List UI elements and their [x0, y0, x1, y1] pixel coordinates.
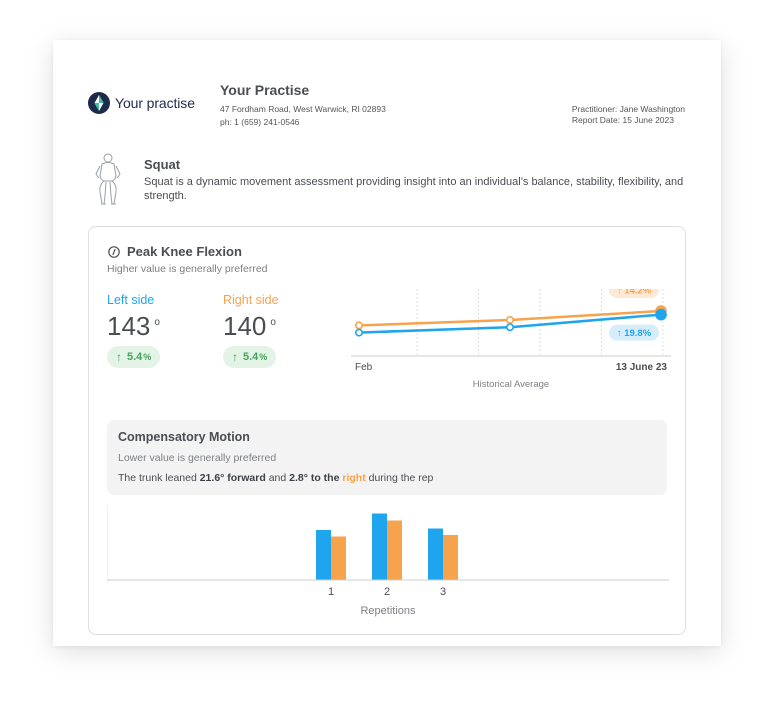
- bar: [387, 520, 402, 580]
- repetitions-bar-chart: 1 2 3 Repetitions: [107, 505, 669, 617]
- historical-line-chart: ↑ 14.2% ↑ 19.8% Feb 13 June 23 Historical Av…: [351, 289, 671, 390]
- right-word: right: [342, 472, 366, 484]
- x-axis-label: Repetitions: [360, 605, 416, 617]
- practice-info: Your Practise 47 Fordham Road, West Warw…: [220, 82, 386, 128]
- squat-figure-icon: [95, 153, 121, 205]
- metric-title: Peak Knee Flexion: [127, 244, 242, 259]
- sentence-and: and: [265, 472, 290, 484]
- metric-subtitle: Higher value is generally preferred: [107, 263, 268, 275]
- compensatory-motion-box: Compensatory Motion Lower value is gener…: [107, 420, 667, 495]
- left-side-unit: o: [154, 317, 160, 328]
- series-badge: [609, 324, 659, 341]
- practice-address: 47 Fordham Road, West Warwick, RI 02893: [220, 104, 386, 114]
- right-change-value: 5.4: [243, 351, 259, 363]
- bar: [316, 530, 331, 580]
- right-change-unit: %: [259, 352, 268, 362]
- series-badge-label: ↑ 14.2%: [617, 289, 652, 297]
- right-value: 2.8° to the: [289, 472, 343, 484]
- compensatory-sentence: The trunk leaned 21.6° forward and 2.8° …: [118, 472, 433, 484]
- x-tick-label: 13 June 23: [616, 362, 668, 373]
- bar: [443, 535, 458, 580]
- right-side-unit: o: [270, 317, 276, 328]
- data-point: [506, 323, 515, 332]
- exercise-title: Squat: [144, 157, 181, 172]
- arrow-up-icon: ↑: [232, 350, 238, 364]
- compensatory-subtitle: Lower value is generally preferred: [118, 452, 277, 464]
- left-side-value: 143: [107, 311, 151, 341]
- right-side-value: 140: [223, 311, 267, 341]
- data-point: [355, 328, 364, 337]
- report-date: Report Date: 15 June 2023: [571, 115, 674, 125]
- bar: [372, 513, 387, 580]
- left-change-unit: %: [143, 352, 152, 362]
- x-tick-label: 2: [384, 586, 390, 598]
- sentence-suffix: during the rep: [365, 472, 434, 484]
- data-point: [355, 321, 364, 330]
- logo-text: Your practise: [115, 95, 195, 111]
- series-badge-label: ↑ 19.8%: [617, 328, 652, 339]
- left-change-badge: ↑ 5.4 %: [107, 346, 161, 368]
- right-side-label: Right side: [223, 293, 279, 307]
- x-tick-label: 1: [328, 586, 334, 598]
- bar: [428, 528, 443, 580]
- practice-logo: Your practise: [88, 92, 195, 114]
- metric-panel: Peak Knee Flexion Higher value is genera…: [88, 226, 686, 635]
- practice-phone: ph: 1 (659) 241-0546: [220, 117, 300, 127]
- x-tick-label: 3: [440, 586, 446, 598]
- report-card: Your practise Your Practise 47 Fordham R…: [53, 40, 721, 646]
- right-change-badge: ↑ 5.4 %: [223, 346, 277, 368]
- practice-name: Your Practise: [220, 82, 310, 98]
- arrow-up-icon: ↑: [116, 350, 122, 364]
- left-side-label: Left side: [107, 293, 155, 307]
- data-point: [655, 308, 667, 321]
- sentence-prefix: The trunk leaned: [118, 472, 200, 484]
- x-tick-label: Feb: [355, 362, 373, 373]
- data-point: [506, 315, 515, 324]
- practitioner: Practitioner: Jane Washington: [571, 104, 685, 114]
- left-change-value: 5.4: [127, 351, 143, 363]
- series-badge: [609, 289, 659, 298]
- forward-value: 21.6° forward: [199, 472, 266, 484]
- report-meta: Practitioner: Jane Washington Report Dat…: [572, 104, 685, 126]
- right-side-stat: Right side 140 o ↑ 5.4 %: [223, 293, 279, 368]
- bar: [331, 536, 346, 580]
- compensatory-title: Compensatory Motion: [118, 430, 250, 444]
- info-icon[interactable]: [108, 246, 120, 258]
- logo-mark-icon: [88, 92, 110, 114]
- exercise-description: Squat is a dynamic movement assessment p…: [144, 176, 684, 202]
- x-axis-label: Historical Average: [473, 379, 549, 390]
- left-side-stat: Left side 143 o ↑ 5.4 %: [107, 293, 161, 368]
